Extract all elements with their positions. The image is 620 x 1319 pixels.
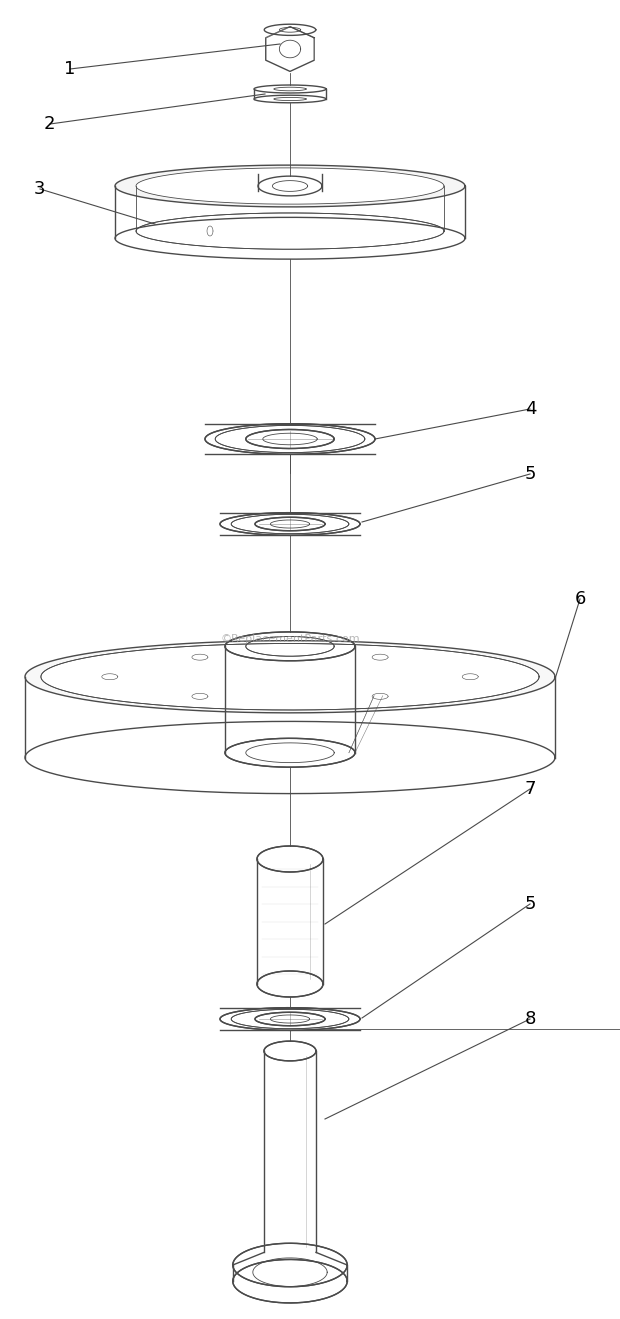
Polygon shape	[220, 1008, 360, 1030]
Polygon shape	[225, 739, 355, 768]
Polygon shape	[258, 177, 322, 197]
Polygon shape	[215, 426, 365, 452]
Polygon shape	[136, 168, 444, 204]
Polygon shape	[231, 1009, 349, 1029]
Text: 7: 7	[525, 780, 536, 798]
Polygon shape	[25, 641, 555, 712]
Polygon shape	[220, 513, 360, 536]
Polygon shape	[231, 514, 349, 534]
Text: 5: 5	[525, 896, 536, 913]
Text: 3: 3	[33, 179, 45, 198]
Text: 6: 6	[575, 590, 587, 608]
Polygon shape	[257, 971, 323, 997]
Polygon shape	[264, 1041, 316, 1060]
Polygon shape	[136, 212, 444, 249]
Polygon shape	[232, 1244, 347, 1287]
Text: 1: 1	[64, 59, 75, 78]
Text: 8: 8	[525, 1010, 536, 1028]
Polygon shape	[266, 26, 314, 71]
Polygon shape	[205, 423, 375, 454]
Text: 4: 4	[525, 400, 536, 418]
Polygon shape	[115, 165, 465, 207]
Polygon shape	[41, 644, 539, 710]
Polygon shape	[254, 95, 326, 103]
Polygon shape	[225, 632, 355, 661]
Text: ©ReplacementParts.com: ©ReplacementParts.com	[220, 634, 360, 644]
Polygon shape	[254, 84, 326, 94]
Text: 5: 5	[525, 466, 536, 483]
Text: 2: 2	[43, 115, 55, 133]
Polygon shape	[232, 1260, 347, 1303]
Polygon shape	[246, 637, 334, 657]
Polygon shape	[257, 845, 323, 872]
Polygon shape	[264, 24, 316, 36]
Polygon shape	[255, 517, 325, 530]
Polygon shape	[246, 430, 334, 448]
Polygon shape	[255, 1012, 325, 1026]
Polygon shape	[280, 40, 301, 58]
